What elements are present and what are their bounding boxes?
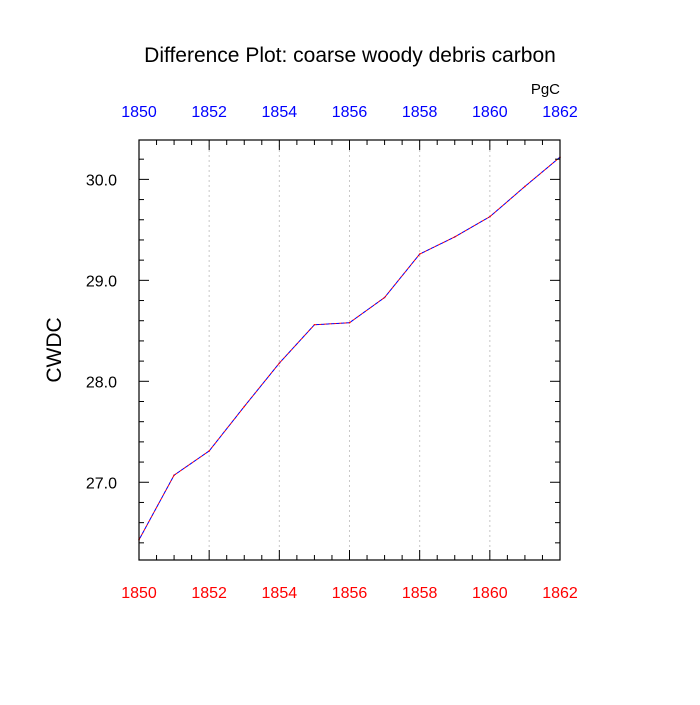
x-tick-label-bottom: 1850	[121, 585, 157, 602]
x-tick-label-bottom: 1852	[191, 585, 227, 602]
series-layer	[138, 156, 561, 541]
grid-layer	[208, 140, 491, 560]
series-line-b	[138, 156, 561, 541]
data-point	[489, 215, 491, 218]
data-point	[208, 450, 210, 452]
x-tick-label-top: 1856	[332, 104, 368, 121]
x-tick-label-bottom: 1854	[262, 585, 298, 602]
x-tick-label-bottom: 1858	[402, 585, 438, 602]
y-tick-label: 27.0	[86, 475, 117, 492]
data-point	[524, 185, 526, 188]
data-point	[313, 323, 316, 326]
x-tick-label-bottom: 1856	[332, 585, 368, 602]
x-tick-label-top: 1862	[542, 104, 578, 121]
series-line-a	[138, 156, 561, 541]
x-tick-label-top: 1850	[121, 104, 157, 121]
x-tick-label-top: 1858	[402, 104, 438, 121]
data-point	[453, 236, 456, 238]
chart-title: Difference Plot: coarse woody debris car…	[144, 44, 556, 67]
x-tick-label-bottom: 1862	[542, 585, 578, 602]
y-tick-label: 30.0	[86, 172, 117, 189]
y-axis-label: CWDC	[43, 317, 66, 382]
data-point	[383, 296, 386, 299]
data-point	[418, 253, 421, 255]
data-point	[278, 362, 281, 364]
y-tick-label: 29.0	[86, 273, 117, 290]
ticks-layer	[138, 140, 561, 560]
x-tick-label-top: 1860	[472, 104, 508, 121]
data-point	[173, 474, 175, 476]
y-tick-label: 28.0	[86, 374, 117, 391]
x-tick-label-top: 1852	[191, 104, 227, 121]
x-tick-label-top: 1854	[262, 104, 298, 121]
labels-layer: 1850 1850 1852 1852 1854 1854 1856 1856 1858 1858…	[86, 104, 578, 602]
x-tick-label-bottom: 1860	[472, 585, 508, 602]
data-point	[243, 405, 246, 408]
data-point	[348, 321, 351, 324]
units-label: PgC	[531, 81, 560, 98]
